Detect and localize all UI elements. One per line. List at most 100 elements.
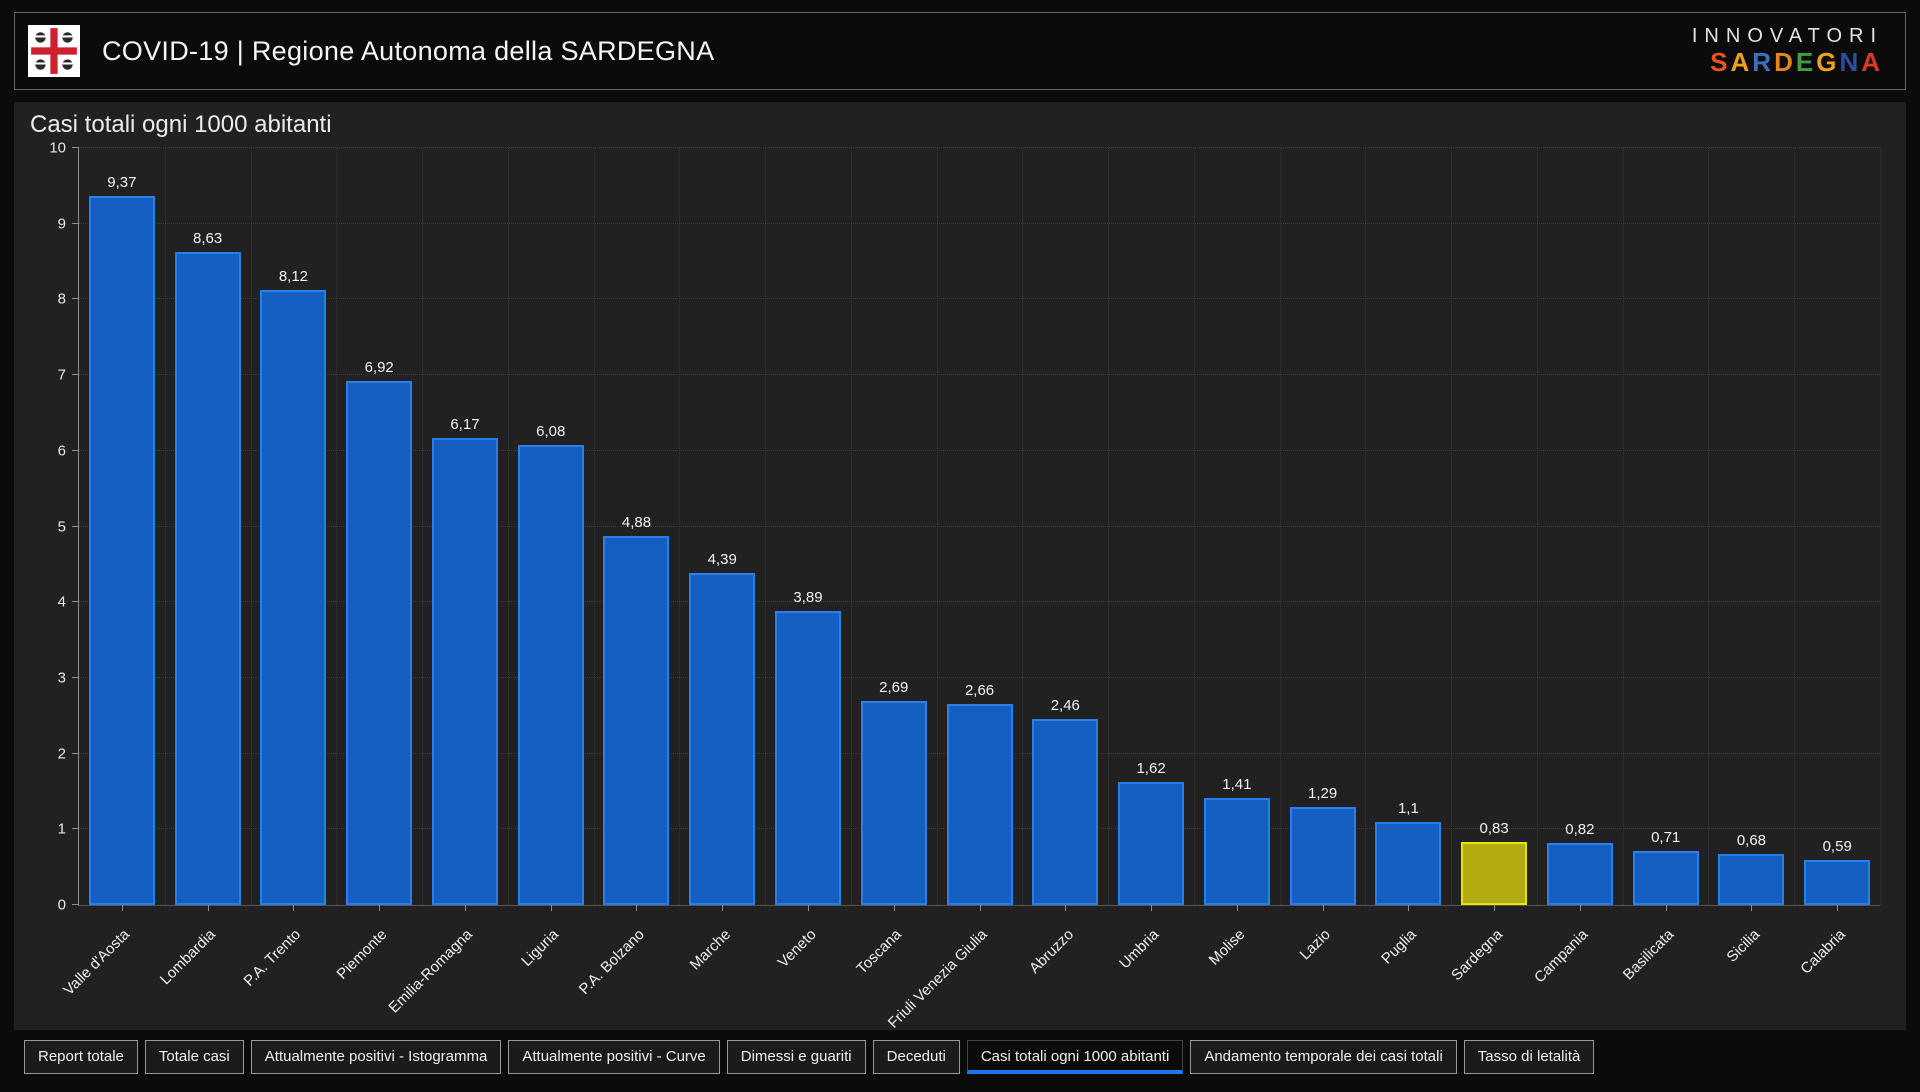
bar-slot: 1,1 — [1365, 148, 1451, 905]
h-gridline — [79, 222, 1880, 224]
tab-totale-casi[interactable]: Totale casi — [144, 1040, 244, 1074]
v-gridline — [164, 148, 166, 905]
x-tick-label: Lazio — [1296, 926, 1335, 964]
bar[interactable] — [346, 381, 413, 905]
y-tickmark — [72, 752, 79, 754]
y-tickmark — [72, 828, 79, 830]
brand-letter: D — [1774, 46, 1796, 77]
bar-value-label: 1,41 — [1222, 776, 1252, 794]
v-gridline — [1708, 148, 1710, 905]
y-tickmark — [72, 601, 79, 603]
bar-slot: 4,39 — [679, 148, 765, 905]
tab-casi-totali-ogni-1000-abitanti[interactable]: Casi totali ogni 1000 abitanti — [966, 1040, 1184, 1074]
bar-value-label: 1,29 — [1308, 785, 1338, 803]
x-tick-label: Emilia-Romagna — [385, 926, 477, 1017]
bar-value-label: 0,71 — [1651, 829, 1681, 847]
v-gridline — [250, 148, 252, 905]
x-tickmark — [121, 905, 123, 911]
bar-slot: 6,17 — [422, 148, 508, 905]
bar[interactable] — [689, 572, 756, 905]
tab-tasso-di-letalit[interactable]: Tasso di letalità — [1463, 1040, 1595, 1074]
bar-slot: 0,71 — [1623, 148, 1709, 905]
tab-andamento-temporale-dei-casi-totali[interactable]: Andamento temporale dei casi totali — [1190, 1040, 1457, 1074]
bar[interactable] — [1118, 782, 1185, 905]
v-gridline — [336, 148, 338, 905]
bar-slot: 4,88 — [594, 148, 680, 905]
h-gridline — [79, 449, 1880, 451]
brand-letter: A — [1861, 46, 1883, 77]
bar[interactable] — [774, 610, 842, 905]
y-tick-label: 5 — [57, 518, 66, 535]
bar[interactable] — [88, 195, 155, 905]
h-gridline — [79, 374, 1880, 376]
v-gridline — [1193, 148, 1195, 905]
bar[interactable] — [946, 703, 1013, 905]
x-tick-label: Liguria — [518, 926, 562, 970]
bar[interactable] — [1718, 853, 1785, 905]
bar[interactable] — [1032, 718, 1099, 905]
brand-line1: INNOVATORI — [1691, 24, 1883, 47]
bar-value-label: 1,1 — [1397, 799, 1419, 817]
x-tick-label: Veneto — [774, 926, 820, 972]
sardegna-crest-logo — [28, 25, 80, 77]
bar[interactable] — [1546, 842, 1613, 905]
brand-letter: A — [1730, 46, 1753, 77]
x-tickmark — [293, 905, 295, 911]
x-axis-labels: Valle d'Aosta Lombardia P.A. Trento Piemont… — [60, 912, 1880, 1032]
bar-value-label: 0,82 — [1565, 820, 1595, 838]
y-tickmark — [72, 147, 79, 148]
x-tickmark — [1837, 905, 1839, 911]
tab-report-totale[interactable]: Report totale — [24, 1040, 138, 1074]
bar-value-label: 2,66 — [964, 681, 995, 699]
bar[interactable] — [860, 701, 927, 905]
bar-slot: 0,68 — [1709, 148, 1795, 905]
bar[interactable] — [1804, 860, 1871, 905]
bar-value-label: 8,63 — [193, 229, 223, 247]
tab-dimessi-e-guariti[interactable]: Dimessi e guariti — [726, 1040, 866, 1074]
x-tick-label: Piemonte — [333, 926, 391, 983]
v-gridline — [1365, 148, 1367, 905]
bar-slot: 6,08 — [508, 148, 594, 905]
v-gridline — [1880, 148, 1881, 905]
x-tick-label: Sardegna — [1447, 926, 1506, 985]
bar-slot: 1,41 — [1194, 148, 1280, 905]
y-tick-label: 0 — [57, 896, 66, 914]
bar[interactable] — [1289, 807, 1356, 905]
x-tickmark — [550, 905, 552, 911]
bar-value-label: 1,62 — [1136, 760, 1166, 778]
x-tickmark — [893, 905, 895, 911]
bar[interactable] — [1632, 851, 1699, 905]
bar[interactable] — [603, 535, 670, 905]
bar-slot: 2,69 — [851, 148, 937, 905]
bar[interactable] — [1203, 798, 1270, 905]
bar[interactable] — [174, 251, 241, 905]
y-tick-label: 9 — [57, 215, 66, 233]
y-tickmark — [72, 374, 79, 376]
bar-value-label: 4,88 — [621, 513, 652, 531]
tab-deceduti[interactable]: Deceduti — [872, 1040, 960, 1074]
x-tickmark — [636, 905, 638, 911]
y-tickmark — [72, 525, 79, 527]
tab-attualmente-positivi-curve[interactable]: Attualmente positivi - Curve — [508, 1040, 720, 1074]
bar[interactable] — [1375, 821, 1442, 905]
v-gridline — [1622, 148, 1624, 905]
y-tick-label: 3 — [57, 669, 66, 687]
x-tickmark — [379, 905, 381, 911]
bar-highlighted[interactable] — [1461, 842, 1528, 905]
v-gridline — [936, 148, 938, 905]
h-gridline — [79, 601, 1880, 603]
bar-value-label: 0,59 — [1822, 838, 1852, 856]
v-gridline — [850, 148, 852, 905]
tab-attualmente-positivi-istogramma[interactable]: Attualmente positivi - Istogramma — [250, 1040, 502, 1074]
v-gridline — [1536, 148, 1538, 905]
bar[interactable] — [260, 290, 327, 905]
bar-value-label: 0,83 — [1479, 820, 1509, 838]
x-tick-label: P.A. Bolzano — [575, 926, 648, 998]
x-tick-label: Toscana — [853, 926, 906, 978]
bar[interactable] — [517, 444, 584, 905]
x-tick-label: Friuli Venezia Giulia — [885, 926, 992, 1032]
x-tickmark — [207, 905, 209, 911]
x-tick-label: Campania — [1531, 926, 1592, 987]
y-tick-label: 4 — [57, 593, 66, 611]
bar[interactable] — [431, 437, 498, 905]
